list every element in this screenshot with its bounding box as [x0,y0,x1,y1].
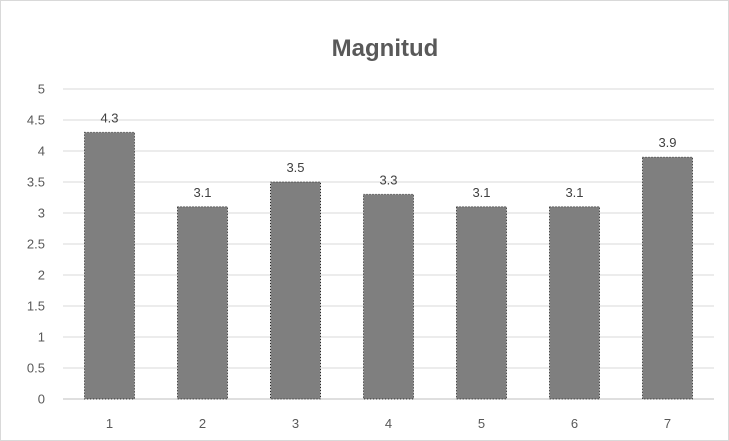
y-tick-label: 1.5 [27,299,45,314]
y-tick-label: 4 [38,144,45,159]
x-axis-ticks: 1 2 3 4 5 6 7 [106,416,671,431]
x-tick-label: 7 [664,416,671,431]
data-label: 3.1 [565,185,583,200]
bar [456,206,507,400]
y-tick-label: 3 [38,206,45,221]
bar [84,131,135,400]
data-label: 3.9 [658,135,676,150]
x-tick-label: 6 [571,416,578,431]
y-tick-label: 5 [38,82,45,97]
x-tick-label: 2 [199,416,206,431]
bar [549,206,600,400]
bar [177,206,228,400]
x-tick-label: 1 [106,416,113,431]
y-tick-label: 2.5 [27,237,45,252]
data-labels: 4.3 3.1 3.5 3.3 3.1 3.1 3.9 [100,110,676,199]
x-tick-label: 5 [478,416,485,431]
bar [642,156,693,400]
x-tick-label: 3 [292,416,299,431]
bar [270,181,321,400]
data-label: 4.3 [100,110,118,125]
y-tick-label: 4.5 [27,113,45,128]
y-tick-label: 3.5 [27,175,45,190]
y-tick-label: 0 [38,392,45,407]
gridlines [63,88,714,400]
bar [363,193,414,400]
data-label: 3.1 [193,185,211,200]
data-label: 3.3 [379,172,397,187]
chart-title: Magnitud [332,35,439,62]
y-tick-label: 2 [38,268,45,283]
y-tick-label: 1 [38,330,45,345]
data-label: 3.1 [472,185,490,200]
x-tick-label: 4 [385,416,392,431]
y-tick-label: 0.5 [27,361,45,376]
bars [84,131,693,400]
y-axis-ticks: 0 0.5 1 1.5 2 2.5 3 3.5 4 4.5 5 [27,82,45,407]
data-label: 3.5 [286,160,304,175]
